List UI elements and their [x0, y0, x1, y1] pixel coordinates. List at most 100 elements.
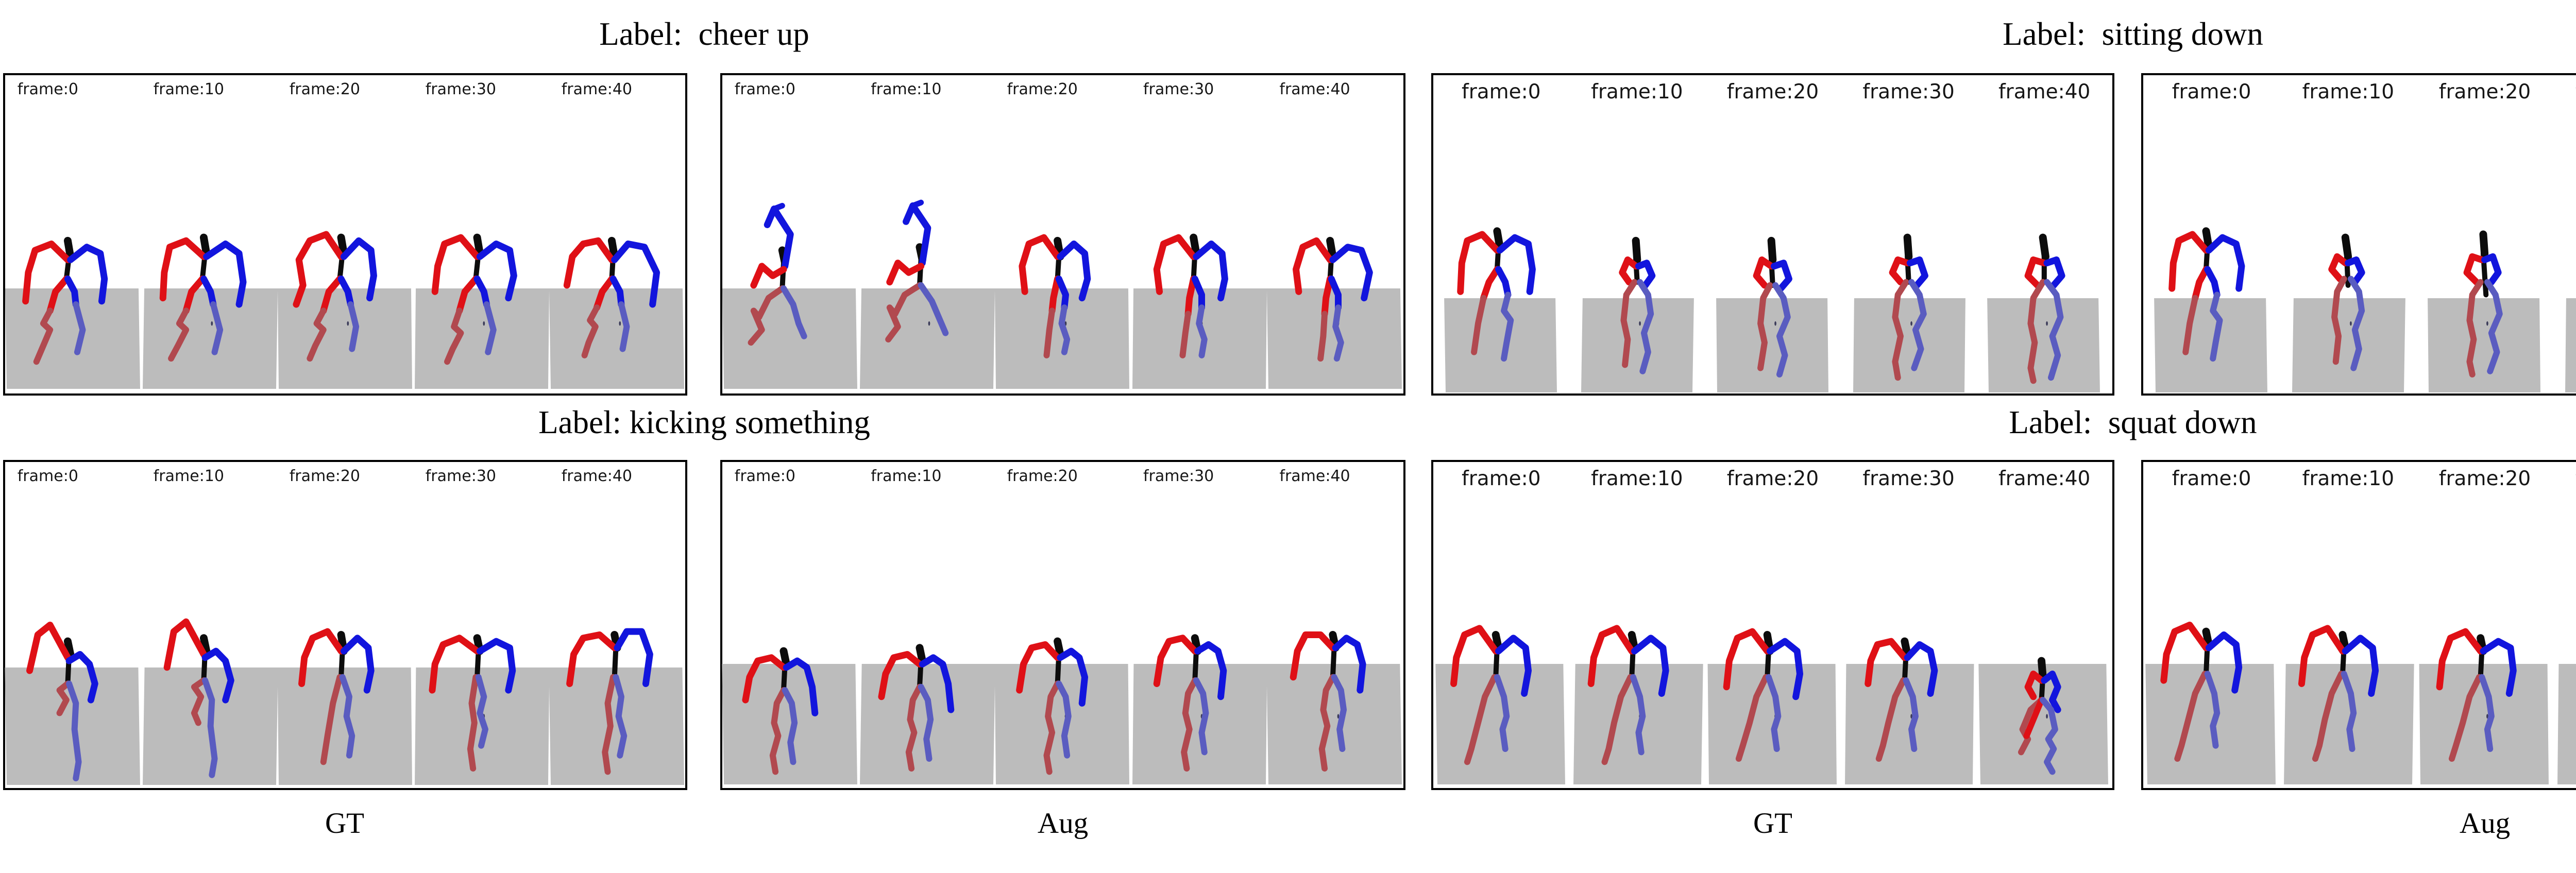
skeleton-drawing [1976, 75, 2112, 393]
skeleton-limb [310, 311, 323, 358]
skeleton-limb [2483, 641, 2513, 693]
caption-aug-1: Aug [1037, 807, 1089, 840]
skeleton-limb [751, 288, 783, 343]
skeleton-limb [1199, 307, 1205, 355]
skeleton-limb [2208, 674, 2217, 745]
skeleton-limb [435, 237, 477, 292]
skeleton-drawing [413, 462, 549, 788]
skeleton-limb [1636, 241, 1637, 260]
skeleton-drawing [2143, 462, 2280, 788]
skeleton-limb [2031, 282, 2043, 381]
frame-cell: frame:0 [721, 462, 858, 788]
skeleton-limb [432, 638, 477, 690]
skeleton-limb [1634, 638, 1666, 694]
skeleton-limb [69, 654, 95, 700]
skeleton-limb [785, 690, 795, 762]
skeleton-limb [1756, 260, 1771, 285]
frame-cell: frame:20 [277, 75, 413, 393]
caption-gt-1: GT [325, 807, 364, 840]
frame-label: frame:20 [1726, 80, 1819, 104]
group-title-squat-down: Label: squat down [2009, 404, 2257, 440]
skeleton-drawing [1433, 75, 1569, 393]
frame-cell: frame:40 [1267, 75, 1403, 393]
skeleton-limb [1184, 680, 1195, 768]
skeleton-limb [1770, 641, 1800, 697]
root-dot [1910, 321, 1912, 326]
skeleton-limb [2344, 674, 2354, 749]
skeleton-limb [2467, 256, 2482, 282]
skeleton-limb [615, 648, 616, 677]
skeleton-limb [351, 304, 357, 349]
skeleton-limb [480, 244, 514, 298]
skeleton-limb [2346, 237, 2348, 256]
skeleton-drawing [1705, 462, 1841, 788]
skeleton-limb [213, 304, 220, 352]
skeleton-limb [1320, 314, 1325, 359]
skeleton-limb [621, 304, 627, 349]
frame-label: frame:0 [17, 467, 78, 485]
skeleton-limb [1461, 234, 1497, 292]
skeleton-limb [477, 651, 479, 677]
frame-label: frame:0 [734, 467, 795, 485]
frame-label: frame:0 [2172, 467, 2251, 490]
frame-cell: frame:30 [1131, 75, 1267, 393]
skeleton-limb [1775, 285, 1788, 374]
skeleton-limb [889, 285, 920, 339]
skeleton-limb [205, 680, 214, 775]
skeleton-limb [2027, 700, 2042, 736]
frame-cell: frame:0 [2143, 75, 2280, 393]
frame-label: frame:20 [1007, 80, 1078, 98]
skeleton-drawing [413, 75, 549, 393]
skeleton-limb [460, 279, 476, 311]
skeleton-drawing [549, 462, 685, 788]
skeleton-limb [76, 304, 82, 352]
panel-kicking-something-aug: frame:0 frame:10 frame:20 frame:30 frame:40 [720, 460, 1405, 790]
frame-cell: frame:40 [549, 462, 685, 788]
frame-label: frame:20 [1007, 467, 1078, 485]
skeleton-drawing [1267, 75, 1403, 393]
skeleton-limb [1892, 260, 1907, 282]
skeleton-limb [1046, 311, 1052, 355]
skeleton-drawing [1433, 462, 1569, 788]
frame-cell: frame:30 [1841, 462, 1977, 788]
skeleton-limb [1325, 279, 1330, 314]
skeleton-limb [1910, 260, 1925, 285]
skeleton-limb [773, 690, 784, 772]
skeleton-limb [2028, 674, 2042, 696]
skeleton-limb [2209, 237, 2242, 288]
skeleton-limb [1879, 680, 1903, 759]
frame-strip: frame:0 frame:10 frame:20 frame:30 frame:40 [5, 75, 685, 393]
skeleton-limb [1060, 244, 1088, 298]
caption-aug-2: Aug [2459, 807, 2511, 840]
skeleton-drawing [141, 462, 277, 788]
skeleton-drawing [995, 462, 1131, 788]
frame-label: frame:40 [1279, 467, 1350, 485]
skeleton-limb [204, 279, 213, 304]
skeleton-limb [1467, 677, 1495, 762]
frame-label: frame:40 [1279, 80, 1350, 98]
skeleton-limb [1906, 680, 1915, 749]
skeleton-limb [2021, 700, 2042, 752]
root-dot [1638, 321, 1641, 326]
skeleton-drawing [858, 462, 994, 788]
frame-label: frame:10 [871, 467, 942, 485]
skeleton-limb [324, 279, 340, 311]
root-dot [2486, 714, 2489, 719]
skeleton-limb [1499, 638, 1529, 694]
skeleton-limb [1868, 641, 1905, 683]
root-dot [2350, 321, 2352, 326]
skeleton-limb [204, 237, 206, 253]
skeleton-limb [612, 241, 614, 256]
skeleton-drawing [5, 75, 141, 393]
skeleton-limb [37, 311, 50, 362]
skeleton-limb [1334, 677, 1344, 749]
skeleton-limb [1196, 244, 1225, 298]
frame-label: frame:30 [1862, 80, 1955, 104]
skeleton-limb [1321, 677, 1332, 768]
skeleton-limb [784, 288, 804, 336]
skeleton-limb [1183, 314, 1189, 355]
skeleton-limb [1907, 644, 1935, 693]
root-dot [928, 321, 930, 326]
root-dot [1774, 321, 1777, 326]
skeleton-limb [324, 677, 340, 762]
